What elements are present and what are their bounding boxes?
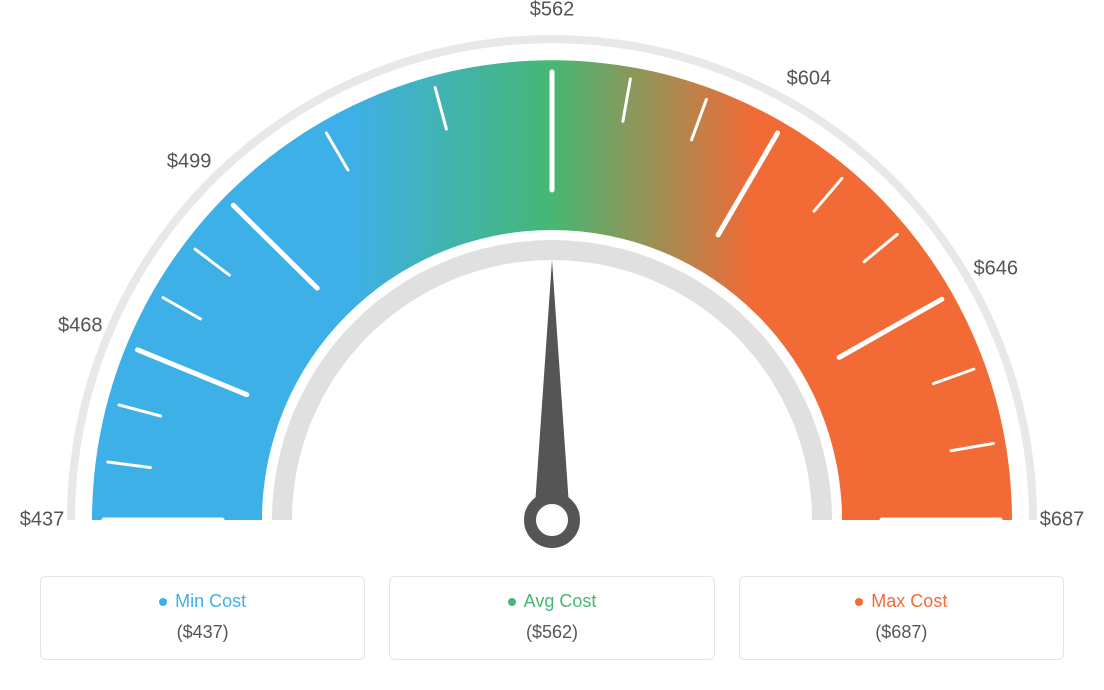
legend-value-min: ($437) xyxy=(51,622,354,643)
legend-max: Max Cost ($687) xyxy=(739,576,1064,660)
legend-row: Min Cost ($437) Avg Cost ($562) Max Cost… xyxy=(40,576,1064,660)
legend-dot-max xyxy=(855,598,863,606)
gauge-chart: $437 $468 $499 $562 $604 $646 $687 xyxy=(0,0,1104,560)
gauge-tick-label: $562 xyxy=(530,0,575,22)
legend-dot-min xyxy=(159,598,167,606)
gauge-tick-label: $437 xyxy=(20,509,65,532)
legend-value-max: ($687) xyxy=(750,622,1053,643)
gauge-tick-label: $604 xyxy=(787,68,832,91)
gauge-tick-label: $646 xyxy=(974,257,1019,280)
legend-title-min: Min Cost xyxy=(175,591,246,612)
legend-title-avg: Avg Cost xyxy=(524,591,597,612)
gauge-tick-label: $499 xyxy=(167,150,212,173)
gauge-tick-label: $687 xyxy=(1040,509,1085,532)
legend-dot-avg xyxy=(508,598,516,606)
gauge-tick-label: $468 xyxy=(58,315,103,338)
legend-value-avg: ($562) xyxy=(400,622,703,643)
legend-min: Min Cost ($437) xyxy=(40,576,365,660)
legend-avg: Avg Cost ($562) xyxy=(389,576,714,660)
cost-gauge-widget: $437 $468 $499 $562 $604 $646 $687 Min Cost ($… xyxy=(0,0,1104,690)
legend-title-max: Max Cost xyxy=(871,591,947,612)
